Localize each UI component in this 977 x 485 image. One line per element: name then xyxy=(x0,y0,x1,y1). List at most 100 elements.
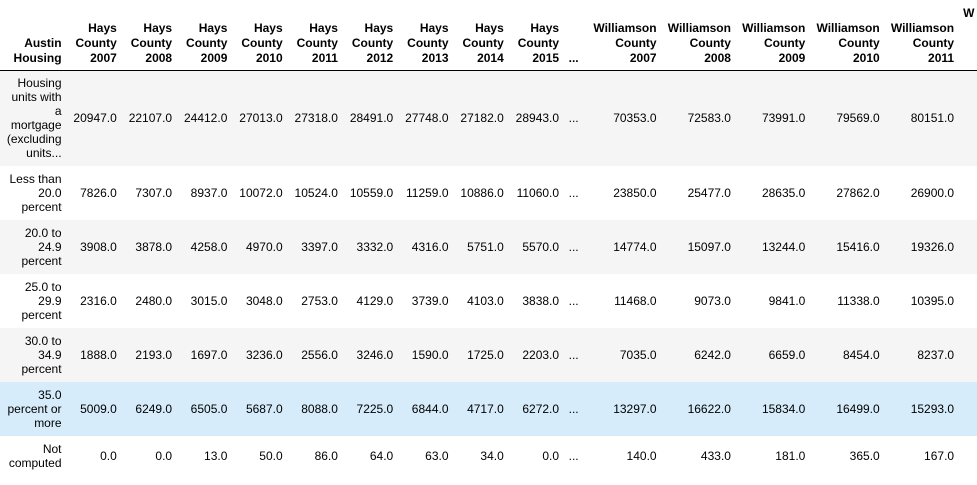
table-cell: 3246.0 xyxy=(356,347,394,362)
table-cell: 433.0 xyxy=(700,448,731,463)
table-row[interactable]: Not computed 0.0 0.0 13.0 50.0 86.0 64.0 63.0 34… xyxy=(0,435,977,476)
column-header[interactable]: Hays County 2011 xyxy=(285,0,341,71)
table-cell: 5009.0 xyxy=(80,401,117,416)
table-cell: 3015.0 xyxy=(190,293,228,308)
row-label: 35.0 percent or more xyxy=(7,387,62,430)
table-row[interactable]: Housing units with a mortgage (excluding… xyxy=(0,70,977,166)
table-cell: 2480.0 xyxy=(135,293,173,308)
table-cell: 11259.0 xyxy=(406,185,449,200)
table-cell: 10524.0 xyxy=(294,185,338,200)
table-body: Housing units with a mortgage (excluding… xyxy=(0,70,977,476)
column-header[interactable]: Williamson County 2008 xyxy=(659,0,734,71)
table-cell: 0.0 xyxy=(100,448,117,463)
table-cell: 79569.0 xyxy=(836,111,880,126)
column-header-ellipsis: ... xyxy=(562,0,586,71)
table-row[interactable]: Less than 20.0 percent 7826.0 7307.0 8937.0… xyxy=(0,165,977,220)
column-header-cut[interactable]: W xyxy=(957,0,977,71)
table-cell: 73991.0 xyxy=(761,111,806,126)
table-cell: 13244.0 xyxy=(761,239,806,254)
column-header[interactable]: Hays County 2008 xyxy=(119,0,176,71)
table-cell: 63.0 xyxy=(425,448,449,463)
table-cell: 3908.0 xyxy=(80,239,117,254)
column-header[interactable]: Hays County 2007 xyxy=(64,0,120,71)
table-cell: 28943.0 xyxy=(515,111,560,126)
table-cell: 1590.0 xyxy=(411,347,449,362)
table-cell: 3878.0 xyxy=(135,239,173,254)
ellipsis-cell: ... xyxy=(568,401,579,416)
ellipsis-cell: ... xyxy=(568,185,579,200)
column-header[interactable]: Williamson County 2009 xyxy=(733,0,809,71)
table-cell: 70353.0 xyxy=(613,111,657,126)
column-header[interactable]: Williamson County 2011 xyxy=(882,0,958,71)
table-cell: 14774.0 xyxy=(613,239,657,254)
table-cell: 27748.0 xyxy=(405,111,449,126)
table-cell: 34.0 xyxy=(480,448,504,463)
table-cell: 24412.0 xyxy=(183,111,228,126)
column-header[interactable]: Williamson County 2010 xyxy=(808,0,883,71)
table-cell: 15834.0 xyxy=(761,401,806,416)
index-header: Austin Housing xyxy=(0,0,65,71)
table-cell: 80151.0 xyxy=(910,111,955,126)
column-header[interactable]: Hays County 2013 xyxy=(396,0,452,71)
table-cell: 3048.0 xyxy=(245,293,283,308)
table-cell: 19326.0 xyxy=(910,239,955,254)
table-cell: 3236.0 xyxy=(245,347,283,362)
table-cell: 8088.0 xyxy=(301,401,338,416)
table-row[interactable]: 20.0 to 24.9 percent 3908.0 3878.0 4258.0 49… xyxy=(0,219,977,274)
table-cell: 13297.0 xyxy=(613,401,657,416)
table-cell xyxy=(957,328,977,382)
table-cell: 9073.0 xyxy=(694,293,731,308)
table-cell: 15293.0 xyxy=(910,401,955,416)
column-header[interactable]: Hays County 2010 xyxy=(230,0,286,71)
table-cell: 5751.0 xyxy=(467,239,504,254)
column-header[interactable]: Hays County 2012 xyxy=(340,0,397,71)
table-cell: 11060.0 xyxy=(516,185,560,200)
table-row[interactable]: 35.0 percent or more 5009.0 6249.0 6505.0 56… xyxy=(0,381,977,436)
table-cell xyxy=(957,274,977,328)
table-cell: 3332.0 xyxy=(356,239,394,254)
table-row[interactable]: 25.0 to 29.9 percent 2316.0 2480.0 3015.0 30… xyxy=(0,273,977,328)
table-cell: 27182.0 xyxy=(460,111,504,126)
table-cell: 8937.0 xyxy=(190,185,228,200)
table-cell: 140.0 xyxy=(626,448,657,463)
table-cell: 4258.0 xyxy=(190,239,228,254)
table-cell xyxy=(957,220,977,274)
table-cell xyxy=(957,382,977,436)
table-cell: 28635.0 xyxy=(761,185,806,200)
column-header[interactable]: Williamson County 2007 xyxy=(585,0,660,71)
table-cell: 4970.0 xyxy=(245,239,283,254)
table-cell: 86.0 xyxy=(314,448,338,463)
table-cell: 4129.0 xyxy=(356,293,394,308)
table-cell: 8237.0 xyxy=(917,347,955,362)
table-cell: 6242.0 xyxy=(694,347,731,362)
table-cell: 10886.0 xyxy=(460,185,504,200)
table-row[interactable]: 30.0 to 34.9 percent 1888.0 2193.0 1697.0 32… xyxy=(0,327,977,382)
table-cell: 13.0 xyxy=(204,448,228,463)
column-header[interactable]: Hays County 2009 xyxy=(175,0,231,71)
row-label: Housing units with a mortgage (excluding… xyxy=(6,76,62,161)
table-cell: 27013.0 xyxy=(239,111,283,126)
table-cell: 2193.0 xyxy=(135,347,173,362)
table-cell: 3739.0 xyxy=(411,293,449,308)
table-cell: 5687.0 xyxy=(245,401,283,416)
table-cell: 25477.0 xyxy=(687,185,731,200)
table-cell: 3838.0 xyxy=(522,293,560,308)
table-cell: 27318.0 xyxy=(294,111,338,126)
row-label: 30.0 to 34.9 percent xyxy=(21,333,62,376)
table-cell: 6505.0 xyxy=(190,401,228,416)
table-cell: 7307.0 xyxy=(135,185,173,200)
row-label: Less than 20.0 percent xyxy=(9,171,62,214)
table-cell xyxy=(957,166,977,220)
table-cell: 6844.0 xyxy=(411,401,449,416)
ellipsis-cell: ... xyxy=(568,347,579,362)
column-header[interactable]: Hays County 2014 xyxy=(451,0,507,71)
table-cell: 10559.0 xyxy=(349,185,394,200)
column-header[interactable]: Hays County 2015 xyxy=(506,0,563,71)
table-cell: 1697.0 xyxy=(190,347,228,362)
table-cell: 10395.0 xyxy=(910,293,955,308)
table-cell: 5570.0 xyxy=(522,239,560,254)
header-row: Austin Housing Hays County 2007 Hays County… xyxy=(0,0,977,71)
table-cell: 1725.0 xyxy=(467,347,504,362)
